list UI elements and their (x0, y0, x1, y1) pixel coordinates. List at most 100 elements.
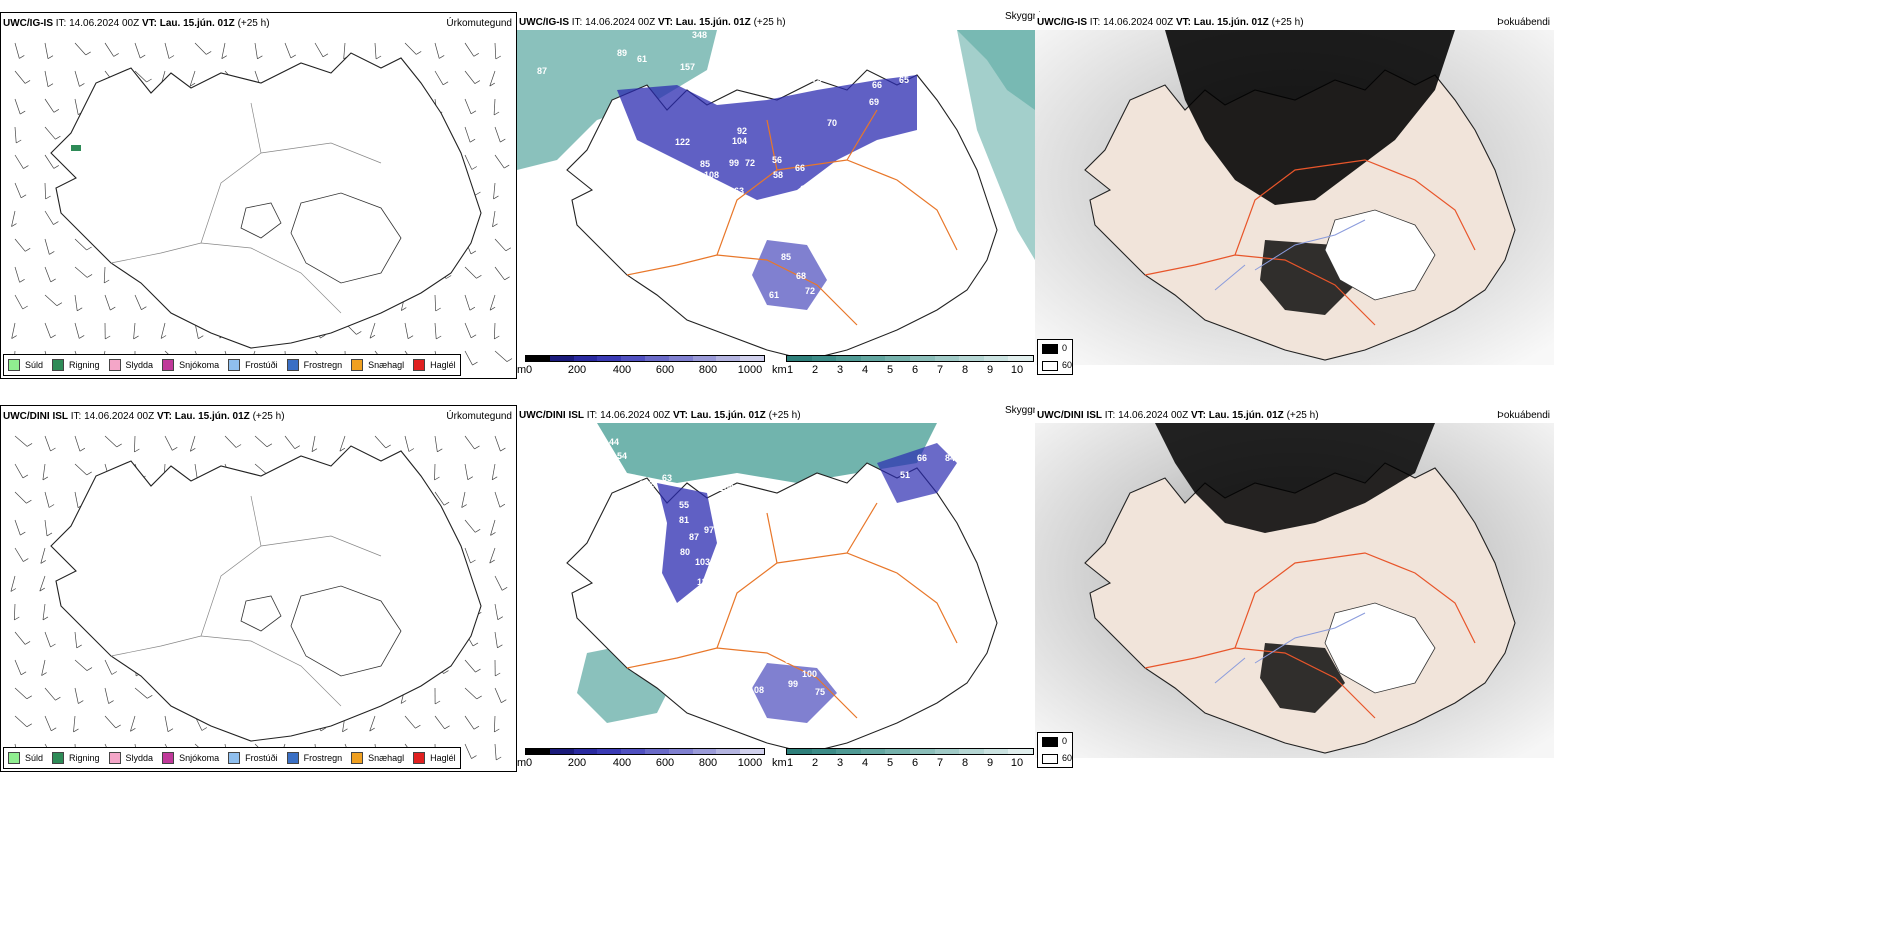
wind-barb-feather (492, 223, 498, 228)
visibility-colorbar-strip (786, 355, 1034, 362)
ceiling-label: 75 (815, 687, 825, 697)
wind-barb-feather (23, 165, 29, 169)
visibility-unit: km (772, 364, 787, 376)
wind-barb-feather (444, 725, 450, 730)
wind-barb (44, 491, 50, 508)
wind-barb-feather (26, 443, 33, 447)
wind-barb-feather (461, 504, 467, 508)
visibility-tick: 7 (936, 364, 944, 376)
wind-barb-feather (401, 307, 407, 311)
wind-barb-feather (497, 616, 503, 621)
wind-barb-feather (47, 55, 54, 60)
ceiling-label: 75 (812, 74, 822, 84)
legend-swatch (52, 752, 65, 764)
ceiling-label: 156 (703, 73, 718, 83)
ceiling-field (877, 443, 957, 503)
wind-barb (464, 266, 477, 279)
iceland-map (10, 435, 508, 761)
wind-barb (14, 519, 21, 536)
wind-barb (374, 42, 377, 60)
wind-barb-feather (48, 504, 55, 508)
wind-barb (464, 435, 475, 450)
wind-barb-feather (494, 335, 500, 340)
wind-barb-feather (469, 138, 476, 143)
ceiling-label: 104 (732, 136, 747, 146)
ceiling-label: 61 (637, 54, 647, 64)
wind-barb (494, 350, 508, 362)
ceiling-label: 129 (719, 73, 734, 83)
wind-barb (404, 435, 410, 452)
wind-barb-feather (443, 501, 450, 506)
visibility-ceiling-panel-bottom: UWC/DINI ISL IT: 14.06.2024 00Z VT: Lau.… (517, 405, 1035, 772)
wind-barb (134, 435, 136, 453)
ceiling-label: 66 (872, 80, 882, 90)
wind-barb (494, 126, 501, 143)
wind-barb-feather (116, 443, 122, 448)
wind-barb (14, 547, 24, 562)
wind-barb (133, 322, 136, 339)
wind-barb-feather (489, 82, 495, 87)
visibility-colorbar-strip (786, 748, 1034, 755)
wind-barb (494, 266, 505, 281)
wind-barb (494, 743, 497, 761)
panel-header: UWC/IG-IS IT: 14.06.2024 00Z VT: Lau. 15… (3, 18, 270, 29)
wind-barb-feather (311, 448, 318, 453)
ceiling-label: 125 (927, 30, 942, 40)
wind-barb-feather (55, 135, 61, 140)
wind-barb (164, 42, 170, 59)
wind-barb-feather (375, 55, 382, 60)
roads (110, 495, 382, 707)
ceiling-label: 127 (937, 42, 952, 52)
wind-barb-feather (415, 724, 421, 729)
panel-header: UWC/DINI ISL IT: 14.06.2024 00Z VT: Lau.… (519, 410, 801, 421)
wind-barb-feather (407, 335, 414, 340)
ceiling-label: 65 (899, 75, 909, 85)
wind-barb (44, 294, 58, 306)
wind-barb-feather (110, 306, 116, 311)
precip-type-legend: Súld Rigning Slydda Snjókoma Frostúði Fr… (3, 354, 461, 376)
wind-barb-feather (437, 448, 443, 453)
fog-index-panel-bottom: UWC/DINI ISL IT: 14.06.2024 00Z VT: Lau.… (1035, 405, 1554, 772)
wind-barb-feather (436, 335, 442, 340)
roads (626, 502, 958, 719)
wind-barb (74, 42, 86, 56)
wind-barb-feather (26, 723, 32, 728)
wind-barb-feather (201, 727, 208, 731)
wind-barb-feather (294, 445, 300, 450)
ceiling-label: 122 (639, 479, 654, 489)
wind-barb (494, 154, 505, 169)
wind-barb (464, 70, 476, 84)
ceiling-label: 66 (917, 453, 927, 463)
wind-barb-feather (111, 671, 117, 675)
wind-barb (494, 42, 497, 60)
wind-barb (194, 42, 207, 55)
wind-barb (44, 238, 50, 255)
wind-barb-feather (473, 725, 480, 730)
panel-header: UWC/DINI ISL IT: 14.06.2024 00Z VT: Lau.… (1037, 410, 1319, 421)
wind-barb (44, 715, 52, 731)
fog-index-panel-top: UWC/IG-IS IT: 14.06.2024 00Z VT: Lau. 15… (1035, 12, 1554, 379)
wind-barb-feather (50, 334, 56, 339)
wind-barb-feather (400, 700, 407, 704)
wind-barb (14, 266, 20, 283)
wind-barb (490, 519, 496, 536)
wind-barb (40, 547, 46, 564)
wind-barb-feather (408, 448, 415, 452)
ceiling-label: 87 (785, 655, 795, 665)
ceiling-label: 99 (729, 158, 739, 168)
wind-barb-feather (472, 361, 478, 366)
wind-barb-feather (495, 55, 501, 60)
wind-barb (464, 743, 472, 759)
wind-barb-feather (489, 559, 495, 564)
legend-item: Rigning (52, 359, 100, 371)
wind-barb (14, 98, 21, 115)
ceiling-label: 54 (617, 451, 627, 461)
wind-barb-feather (53, 221, 59, 225)
ceiling-tick: 400 (612, 757, 632, 769)
wind-barb (104, 435, 117, 448)
wind-barb (44, 435, 51, 452)
wind-barb-feather (469, 306, 476, 311)
wind-barb-feather (470, 334, 477, 339)
wind-barb-feather (39, 587, 45, 592)
ceiling-label: 51 (900, 470, 910, 480)
